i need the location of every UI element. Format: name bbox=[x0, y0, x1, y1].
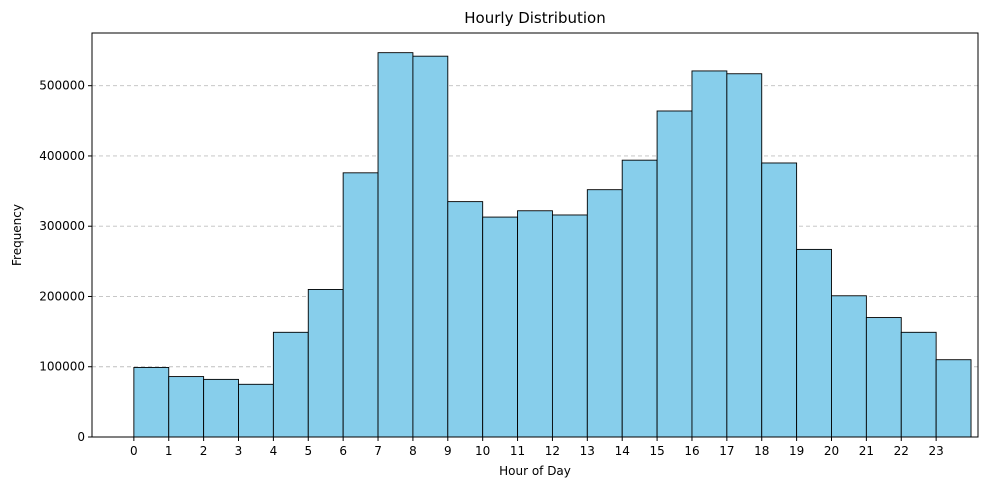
x-tick-label: 5 bbox=[304, 444, 312, 458]
x-tick-label: 2 bbox=[200, 444, 208, 458]
x-tick-label: 15 bbox=[649, 444, 664, 458]
histogram-bar bbox=[935, 359, 972, 438]
histogram-bar bbox=[900, 331, 937, 438]
histogram-bar bbox=[272, 331, 309, 438]
histogram-bar bbox=[761, 162, 798, 438]
y-tick-label: 300000 bbox=[39, 219, 85, 233]
x-tick-label: 18 bbox=[754, 444, 769, 458]
x-tick-label: 12 bbox=[545, 444, 560, 458]
y-tick-label: 100000 bbox=[39, 360, 85, 374]
histogram-bar bbox=[168, 376, 205, 438]
x-tick-label: 16 bbox=[684, 444, 699, 458]
x-tick-label: 23 bbox=[929, 444, 944, 458]
histogram-bar bbox=[203, 378, 239, 438]
x-tick-label: 8 bbox=[409, 444, 417, 458]
x-tick-label: 22 bbox=[894, 444, 909, 458]
y-axis-ticks: 0 100000 200000 300000 400000 500000 bbox=[39, 79, 92, 444]
histogram-bar bbox=[831, 295, 867, 438]
histogram-bar bbox=[412, 55, 449, 438]
y-tick-label: 500000 bbox=[39, 79, 85, 93]
histogram-bar bbox=[796, 248, 832, 438]
histogram-bar bbox=[551, 214, 588, 438]
x-tick-label: 4 bbox=[270, 444, 278, 458]
x-tick-label: 3 bbox=[235, 444, 243, 458]
y-tick-label: 400000 bbox=[39, 149, 85, 163]
y-tick-label: 200000 bbox=[39, 289, 85, 303]
x-axis-label: Hour of Day bbox=[499, 464, 571, 478]
histogram-bar bbox=[621, 159, 658, 438]
x-tick-label: 13 bbox=[580, 444, 595, 458]
bars-layer bbox=[133, 52, 972, 438]
histogram-bar bbox=[865, 317, 902, 438]
histogram-bar bbox=[656, 110, 693, 438]
histogram-bar bbox=[447, 201, 484, 438]
plot-frame bbox=[91, 32, 979, 438]
histogram-bar bbox=[482, 216, 519, 438]
histogram-bar bbox=[586, 189, 623, 438]
histogram-bar bbox=[238, 383, 274, 438]
x-tick-label: 14 bbox=[615, 444, 630, 458]
x-tick-label: 9 bbox=[444, 444, 452, 458]
x-tick-label: 11 bbox=[510, 444, 525, 458]
x-tick-label: 1 bbox=[165, 444, 173, 458]
x-axis-ticks: 0 1 2 3 4 5 6 7 8 9 10 11 12 13 14 15 16 17 18 19 20 21 22 23 bbox=[130, 437, 944, 458]
histogram-bar bbox=[726, 73, 763, 438]
x-tick-label: 6 bbox=[339, 444, 347, 458]
histogram-bar bbox=[377, 52, 414, 438]
histogram-bar bbox=[133, 366, 170, 438]
x-tick-label: 21 bbox=[859, 444, 874, 458]
histogram-bar bbox=[517, 210, 553, 438]
chart-title: Hourly Distribution bbox=[464, 9, 605, 27]
x-tick-label: 19 bbox=[789, 444, 804, 458]
x-tick-label: 0 bbox=[130, 444, 138, 458]
x-tick-label: 7 bbox=[374, 444, 382, 458]
y-tick-label: 0 bbox=[77, 430, 85, 444]
x-tick-label: 17 bbox=[719, 444, 734, 458]
histogram-bar bbox=[307, 289, 344, 438]
x-tick-label: 20 bbox=[824, 444, 839, 458]
y-axis-label: Frequency bbox=[10, 204, 24, 266]
x-tick-label: 10 bbox=[475, 444, 490, 458]
histogram-bar bbox=[342, 172, 379, 438]
histogram-bar bbox=[691, 70, 728, 438]
